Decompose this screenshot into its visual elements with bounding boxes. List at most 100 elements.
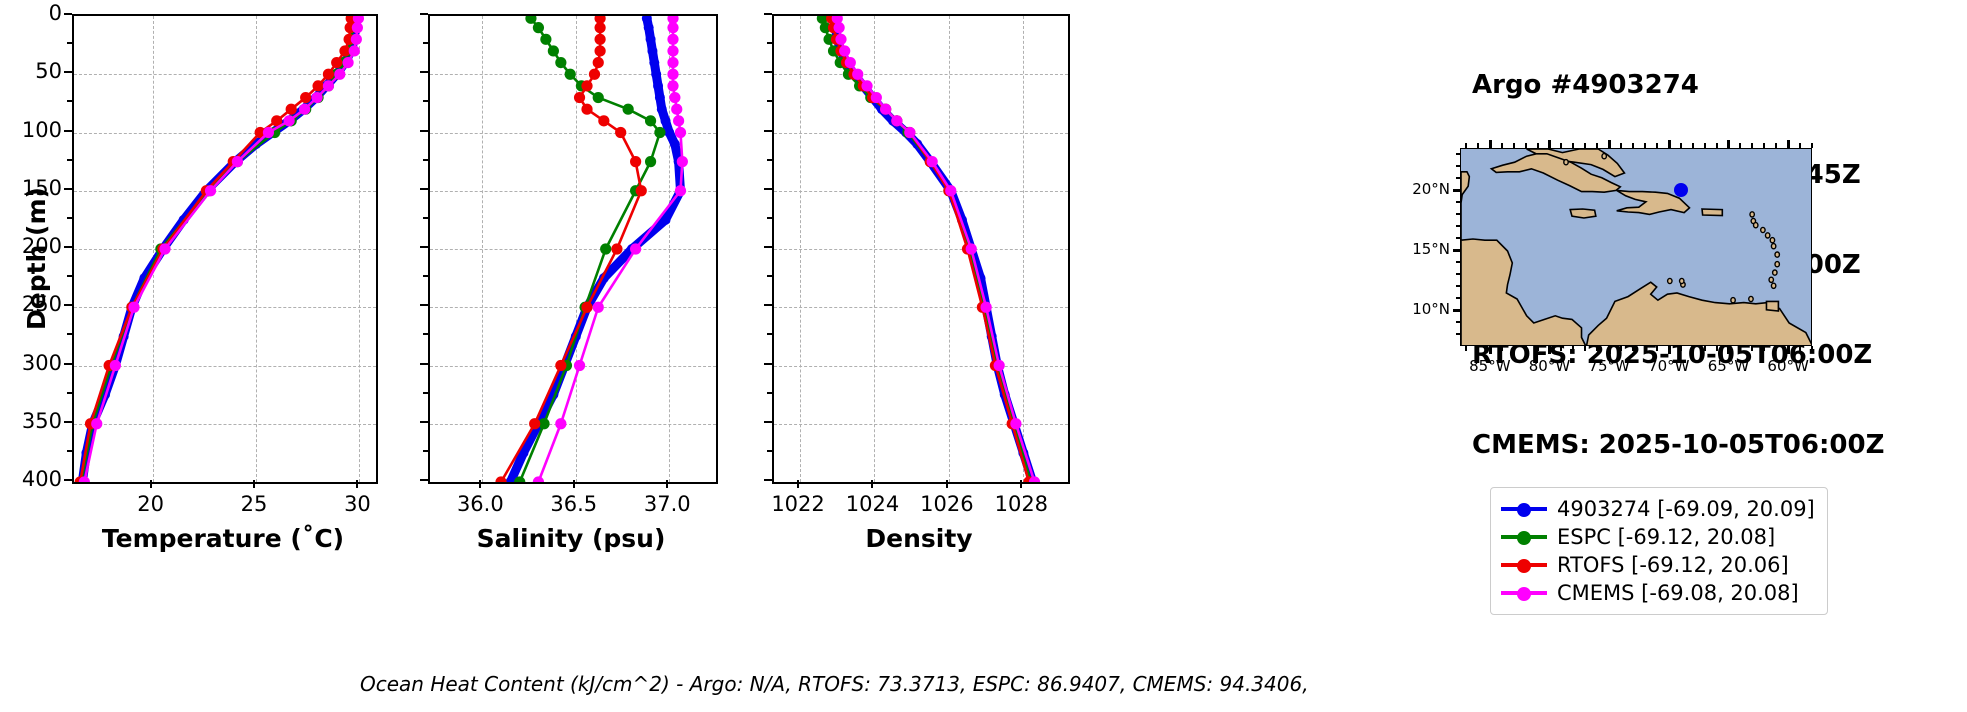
- y-gridline: [430, 423, 716, 425]
- x-tick-mark: [479, 480, 482, 488]
- map-lon-tick: [1488, 346, 1492, 354]
- y-tick-mark: [764, 71, 772, 74]
- series-marker: [674, 185, 687, 197]
- series-marker: [676, 156, 688, 168]
- y-gridline: [74, 190, 376, 192]
- landmass-polygon: [1585, 281, 1811, 345]
- island-marker: [1749, 211, 1756, 218]
- map-lon-top-tick: [1643, 143, 1646, 148]
- series-marker: [831, 16, 843, 24]
- y-gridline: [430, 190, 716, 192]
- map-lon-label: 70°W: [1648, 357, 1690, 375]
- map-lon-top-tick: [1691, 143, 1694, 148]
- x-tick-label: 25: [240, 492, 268, 516]
- series-marker: [669, 91, 681, 104]
- density-panel: [772, 14, 1070, 484]
- series-marker: [592, 91, 604, 104]
- x-tick-mark: [797, 480, 800, 488]
- map-lat-minor-tick: [1456, 297, 1461, 299]
- series-marker: [993, 359, 1005, 372]
- series-marker: [322, 80, 335, 92]
- float-position-marker: [1673, 182, 1688, 197]
- series-marker: [573, 359, 586, 372]
- legend-item-rtofs[interactable]: RTOFS [-69.12, 20.06]: [1501, 551, 1815, 579]
- series-marker: [285, 103, 297, 115]
- series-marker: [630, 243, 642, 255]
- island-marker: [1768, 276, 1775, 284]
- map-lat-minor-tick: [1456, 165, 1461, 167]
- series-marker: [671, 103, 683, 115]
- series-marker: [667, 22, 679, 34]
- series-line-ESPC: [821, 17, 1033, 482]
- x-tick-label: 37.0: [643, 492, 691, 516]
- y-tick-mark: [764, 129, 772, 132]
- map-lon-minor-tick: [1739, 346, 1742, 351]
- series-marker: [495, 476, 507, 482]
- legend-item-cmems[interactable]: CMEMS [-69.08, 20.08]: [1501, 579, 1815, 607]
- info-line-title: Argo #4903274: [1472, 70, 1699, 100]
- y-minor-tick: [423, 158, 428, 161]
- x-tick-label: 1022: [771, 492, 825, 516]
- series-marker: [819, 22, 831, 34]
- x-tick-mark: [666, 480, 669, 488]
- series-marker: [564, 68, 576, 80]
- map-lon-minor-tick: [1679, 346, 1682, 351]
- map-lon-minor-tick: [1572, 346, 1575, 351]
- series-marker: [588, 68, 601, 80]
- series-marker: [538, 418, 550, 430]
- map-lon-minor-tick: [1775, 346, 1778, 351]
- series-line-RTOFS: [78, 17, 353, 482]
- y-minor-tick: [767, 333, 772, 336]
- map-lat-minor-tick: [1456, 177, 1461, 179]
- series-marker: [532, 22, 545, 34]
- series-marker: [635, 185, 647, 197]
- series-marker: [594, 45, 606, 57]
- y-tick-mark: [764, 420, 772, 423]
- y-minor-tick: [767, 391, 772, 394]
- series-marker: [1028, 476, 1041, 482]
- y-tick-mark: [420, 362, 428, 365]
- series-marker: [667, 33, 679, 45]
- legend-item-argo[interactable]: 4903274 [-69.09, 20.09]: [1501, 495, 1815, 523]
- legend-item-espc[interactable]: ESPC [-69.12, 20.08]: [1501, 523, 1815, 551]
- y-minor-tick: [423, 42, 428, 45]
- y-gridline: [774, 190, 1068, 192]
- y-gridline: [74, 74, 376, 76]
- ocean-heat-content-caption: Ocean Heat Content (kJ/cm^2) - Argo: N/A…: [360, 672, 1309, 696]
- series-marker: [656, 104, 667, 115]
- series-marker: [547, 45, 559, 57]
- series-marker: [271, 115, 283, 127]
- map-lat-minor-tick: [1456, 237, 1461, 239]
- series-marker: [641, 16, 652, 24]
- series-marker: [667, 16, 679, 24]
- series-marker: [674, 126, 687, 139]
- y-tick-mark: [764, 187, 772, 190]
- series-marker: [231, 156, 244, 168]
- map-lon-minor-tick: [1524, 346, 1527, 351]
- y-tick-mark: [420, 187, 428, 190]
- landmass-polygon: [1569, 208, 1597, 219]
- salinity-panel: [428, 14, 718, 484]
- density-plot-area: [772, 14, 1070, 484]
- series-marker: [159, 243, 171, 255]
- map-lon-minor-tick: [1596, 346, 1599, 351]
- x-tick-mark: [253, 480, 256, 488]
- island-marker: [1769, 236, 1776, 244]
- legend-label: ESPC [-69.12, 20.08]: [1557, 525, 1776, 549]
- series-marker: [109, 359, 121, 372]
- series-marker: [540, 33, 552, 45]
- y-tick-mark: [764, 246, 772, 248]
- series-marker: [600, 243, 612, 255]
- series-marker: [839, 45, 851, 57]
- legend-label: RTOFS [-69.12, 20.06]: [1557, 553, 1789, 577]
- x-tick-mark: [1020, 480, 1023, 488]
- y-gridline: [430, 307, 716, 309]
- y-minor-tick: [767, 100, 772, 103]
- depth-tick-label: 400: [21, 467, 62, 491]
- y-gridline: [774, 249, 1068, 250]
- y-tick-mark: [64, 129, 72, 132]
- y-minor-tick: [67, 216, 72, 219]
- x-tick-label: 1026: [920, 492, 974, 516]
- map-lon-minor-tick: [1536, 346, 1539, 351]
- map-lon-top-tick: [1608, 140, 1612, 148]
